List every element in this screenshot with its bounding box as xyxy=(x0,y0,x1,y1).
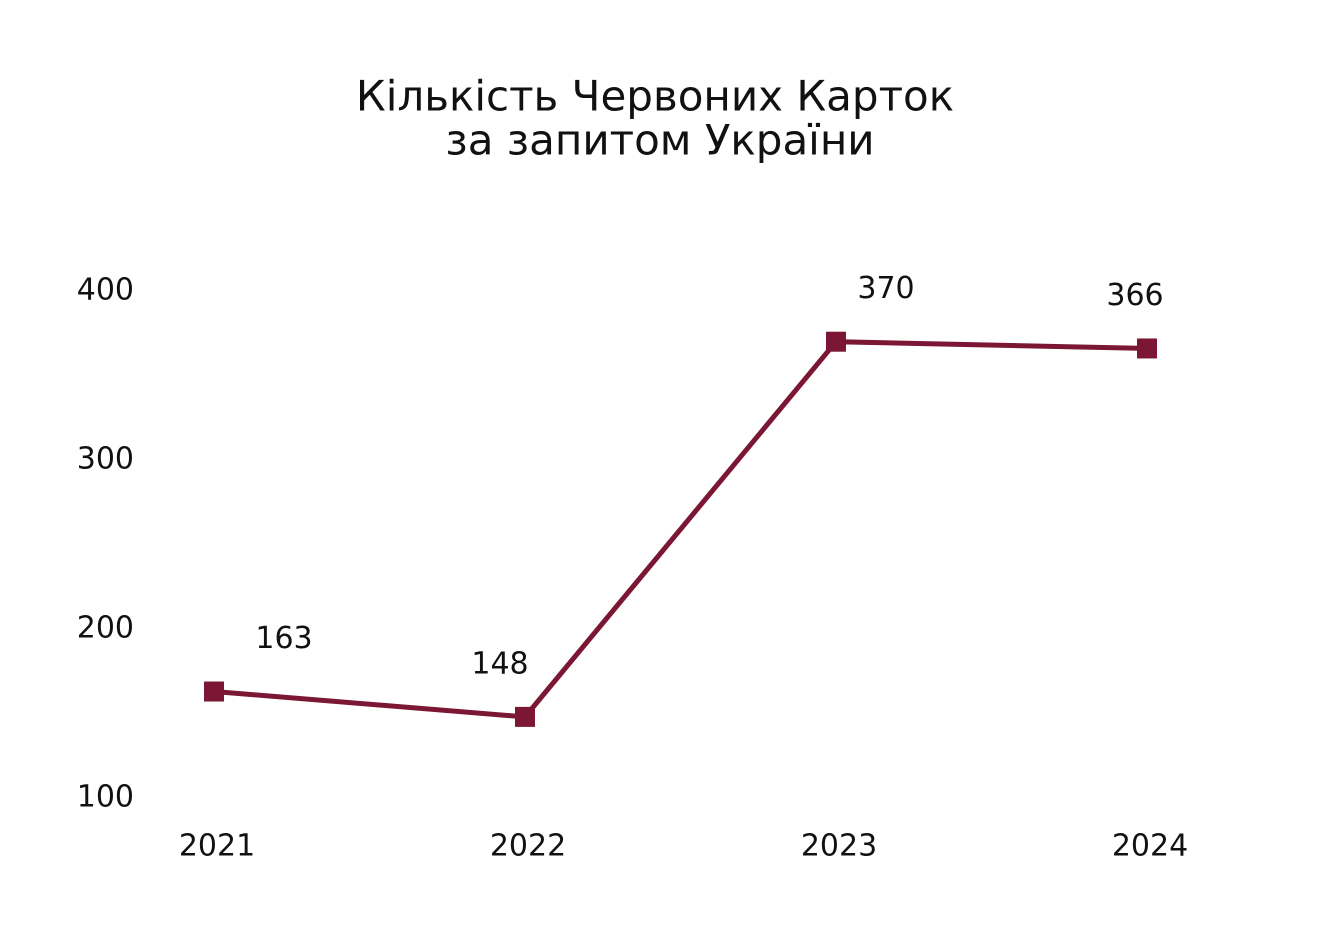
value-label: 148 xyxy=(471,646,528,681)
marker xyxy=(515,706,535,727)
line xyxy=(213,339,1148,720)
x-tick-label: 2022 xyxy=(490,829,566,864)
y-tick-label: 100 xyxy=(77,780,134,815)
y-tick-label: 300 xyxy=(77,442,134,477)
value-label: 370 xyxy=(857,271,914,306)
marker xyxy=(204,681,224,702)
x-tick-label: 2021 xyxy=(179,829,255,864)
value-label: 163 xyxy=(255,621,312,656)
marker xyxy=(1137,338,1157,359)
marker xyxy=(826,331,846,352)
x-tick-label: 2024 xyxy=(1112,829,1188,864)
chart-title: за запитом України xyxy=(445,116,874,165)
value-label: 366 xyxy=(1106,278,1163,313)
chart-title: Кількість Червоних Карток xyxy=(356,72,954,121)
y-tick-label: 200 xyxy=(77,611,134,646)
y-tick-label: 400 xyxy=(77,273,134,308)
x-tick-label: 2023 xyxy=(801,829,877,864)
